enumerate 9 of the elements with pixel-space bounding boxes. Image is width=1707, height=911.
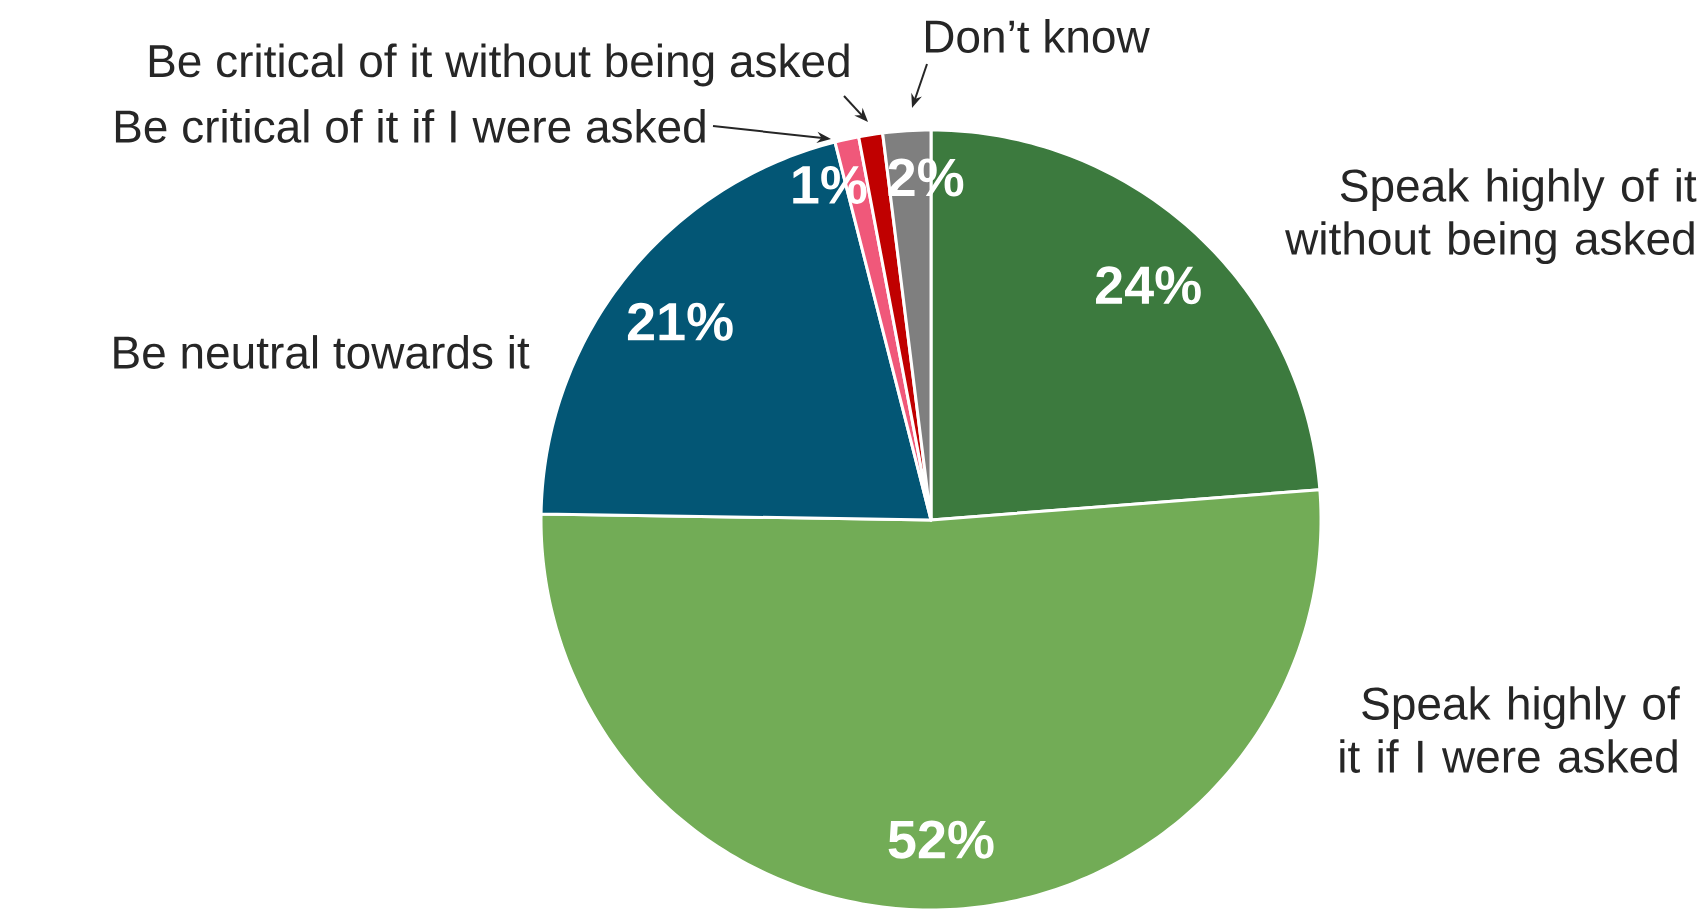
data-label: 24%: [1096, 265, 1201, 305]
slice-label: Be neutral towards it: [114, 334, 530, 369]
data-label: 21%: [627, 302, 733, 341]
slice-label: Don’t know: [925, 18, 1150, 53]
data-label: 52%: [888, 820, 994, 859]
slice-label: Speak highly of it if I were asked: [1340, 685, 1680, 773]
slice-label: Be critical of it if I were asked: [115, 108, 705, 143]
slice-label: Be critical of it without being asked: [149, 43, 849, 87]
slice-label: Speak highly of it without being asked: [1285, 167, 1697, 264]
